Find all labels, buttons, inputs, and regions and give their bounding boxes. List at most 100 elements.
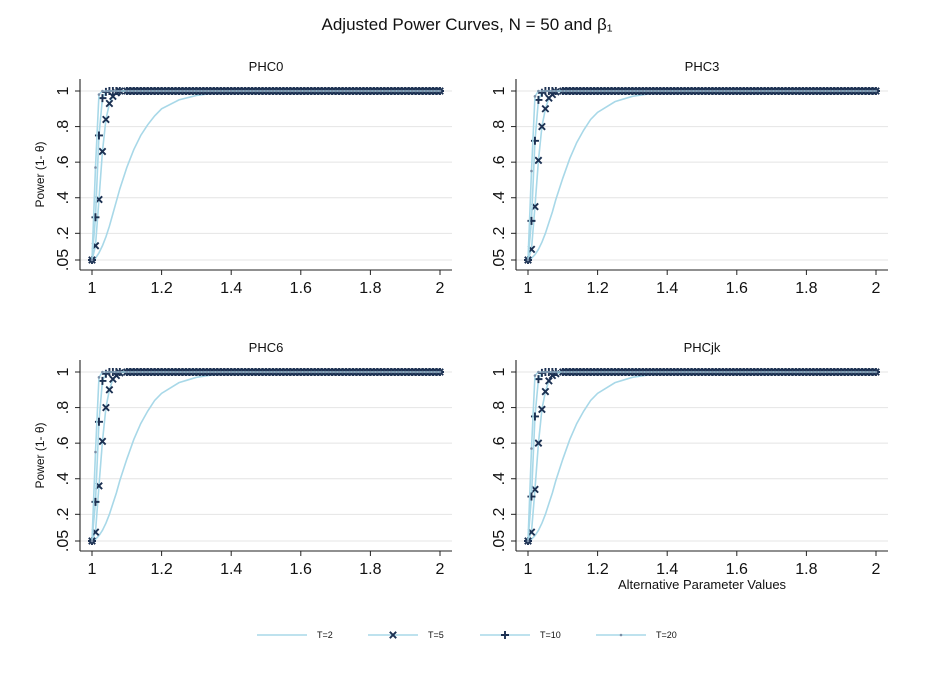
data-point [718, 89, 721, 93]
data-point [362, 370, 365, 374]
y-tick-label: .6 [491, 436, 508, 449]
data-point [414, 89, 417, 93]
data-point [822, 370, 826, 374]
x-tick-label: 1.2 [150, 280, 172, 297]
data-point [534, 439, 543, 448]
x-tick-label: 1.4 [220, 280, 242, 297]
data-point [853, 370, 857, 374]
data-point [240, 89, 243, 93]
data-point [829, 370, 833, 374]
data-point [738, 370, 742, 374]
data-point [860, 89, 864, 93]
data-point [222, 89, 226, 93]
legend-item-t2: T=2 [257, 630, 333, 640]
panel-phc6: PHC6 .05 .2 .4 .6 .8 1 1 1.2 1.4 1.6 1.8 2 Power (1- … [33, 340, 452, 578]
data-point [372, 370, 376, 374]
data-point [770, 370, 773, 374]
data-point [697, 89, 700, 93]
data-point [296, 370, 299, 374]
data-point [732, 89, 735, 93]
data-point [662, 370, 666, 374]
data-point [407, 370, 410, 374]
data-point [90, 539, 94, 543]
data-point [421, 370, 424, 374]
data-point [160, 89, 163, 93]
data-point [808, 370, 812, 374]
data-point [756, 370, 759, 374]
data-point [198, 370, 202, 374]
data-point [292, 89, 296, 93]
panel-title: PHC0 [249, 59, 284, 74]
data-point [839, 89, 843, 93]
data-point [530, 447, 533, 450]
data-point [327, 370, 330, 374]
data-point [292, 370, 296, 374]
panel-phc3: PHC3 .05 .2 .4 .6 .8 1 1 1.2 1.4 1.6 1.8 2 [491, 59, 888, 297]
data-point [337, 370, 341, 374]
data-point [589, 89, 592, 93]
data-point [355, 89, 358, 93]
y-tick-label: .05 [55, 530, 72, 552]
data-point [431, 89, 435, 93]
data-point [247, 89, 250, 93]
data-point [540, 370, 544, 374]
data-point [791, 89, 794, 93]
data-point [777, 370, 780, 374]
x-tick-label: 1.4 [656, 280, 678, 297]
data-point [299, 370, 303, 374]
y-tick-label: 1 [491, 86, 508, 95]
data-point [313, 89, 317, 93]
data-point [714, 89, 718, 93]
data-point [679, 89, 683, 93]
data-point [669, 370, 672, 374]
data-point [205, 89, 209, 93]
data-point [711, 370, 714, 374]
data-point [337, 89, 341, 93]
data-point [219, 89, 223, 93]
y-tick-label: .2 [491, 508, 508, 521]
data-point [289, 89, 292, 93]
data-point [857, 89, 860, 93]
data-point [219, 370, 223, 374]
data-point [132, 89, 136, 93]
data-point [323, 370, 327, 374]
data-point [606, 370, 610, 374]
legend-item-t5: T=5 [368, 630, 444, 640]
data-point [582, 370, 585, 374]
data-point [534, 95, 543, 104]
data-point [410, 89, 414, 93]
data-point [596, 89, 599, 93]
data-point [599, 89, 603, 93]
data-point [226, 89, 230, 93]
data-point [784, 370, 787, 374]
data-point [174, 370, 177, 374]
data-point [344, 370, 348, 374]
data-point [836, 370, 840, 374]
data-point [819, 89, 822, 93]
data-point [118, 89, 122, 93]
panel-title: PHC3 [685, 59, 720, 74]
data-point [575, 89, 579, 93]
y-tick-label: .8 [491, 120, 508, 133]
data-point [98, 376, 107, 385]
data-point [721, 89, 725, 93]
data-point [527, 492, 536, 501]
data-point [822, 89, 826, 93]
data-point [435, 370, 438, 374]
data-point [102, 403, 110, 412]
data-point [631, 89, 634, 93]
data-point [348, 89, 351, 93]
data-point [309, 89, 313, 93]
x-tick-label: 1.6 [290, 561, 312, 578]
data-point [850, 89, 853, 93]
data-point [578, 370, 582, 374]
data-point [533, 95, 537, 98]
data-point [864, 370, 867, 374]
data-point [233, 89, 236, 93]
data-point [400, 89, 404, 93]
data-point [728, 89, 732, 93]
data-point [94, 450, 97, 454]
data-point [163, 89, 167, 93]
data-point [268, 370, 271, 374]
